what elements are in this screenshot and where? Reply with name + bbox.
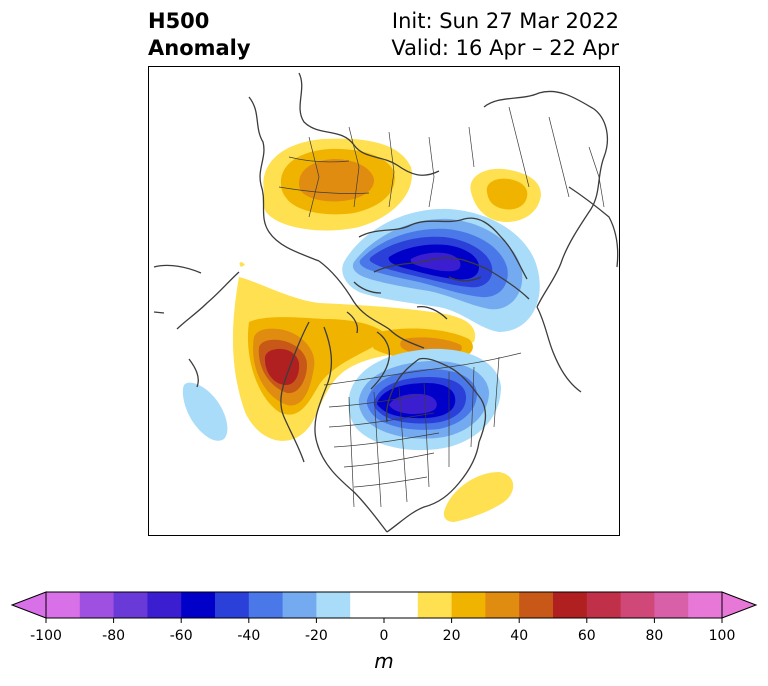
colorbar-svg: -100 -80 -60 -40 -20 0 20 40 60 80 100 m: [10, 591, 758, 673]
colorbar-band: [215, 592, 250, 618]
colorbar-band: [417, 592, 453, 618]
colorbar-band: [147, 592, 182, 618]
colorbar-band: [451, 592, 486, 618]
colorbar-tick-label: 0: [380, 628, 389, 644]
title-line-1: H500: [148, 9, 210, 33]
colorbar-band: [654, 592, 689, 618]
colorbar-ticks: -100 -80 -60 -40 -20 0 20 40 60 80 100: [30, 618, 735, 644]
colorbar-tick-label: 40: [510, 628, 528, 644]
coastlines: [153, 72, 619, 533]
colorbar-band: [46, 592, 81, 618]
colorbar-bands: [10, 591, 758, 619]
colorbar-band: [688, 592, 723, 618]
colorbar-band: [181, 592, 216, 618]
colorbar-tick-label: -60: [170, 628, 193, 644]
colorbar-under-arrow: [10, 591, 47, 619]
colorbar-band: [350, 592, 419, 618]
colorbar-tick-label: -40: [237, 628, 260, 644]
colorbar-band: [586, 592, 622, 618]
colorbar-tick-label: 100: [709, 628, 736, 644]
colorbar-band: [113, 592, 148, 618]
colorbar-band: [620, 592, 655, 618]
anomaly-fill: [182, 138, 541, 522]
political-borders: [278, 106, 605, 508]
siberia-ridge: [262, 138, 412, 231]
colorbar-band: [282, 592, 317, 618]
pacific-trough: [182, 382, 228, 441]
colorbar-unit: m: [374, 649, 393, 673]
map-title: H500 Anomaly: [148, 8, 251, 62]
init-date: Init: Sun 27 Mar 2022: [391, 9, 619, 33]
date-info: Init: Sun 27 Mar 2022 Valid: 16 Apr – 22…: [391, 8, 619, 62]
colorbar: -100 -80 -60 -40 -20 0 20 40 60 80 100 m: [0, 580, 768, 680]
colorbar-band: [553, 592, 588, 618]
colorbar-band: [316, 592, 351, 618]
colorbar-band: [79, 592, 115, 618]
colorbar-band: [248, 592, 284, 618]
colorbar-tick-label: 60: [578, 628, 596, 644]
canada-trough: [348, 348, 501, 451]
anomaly-map: [148, 66, 620, 536]
valid-range: Valid: 16 Apr – 22 Apr: [391, 36, 619, 60]
gulf-ridge: [443, 472, 514, 522]
colorbar-tick-label: -80: [102, 628, 125, 644]
colorbar-over-arrow: [721, 591, 758, 619]
colorbar-tick-label: 80: [645, 628, 663, 644]
colorbar-tick-label: -20: [305, 628, 328, 644]
title-line-2: Anomaly: [148, 36, 251, 60]
greenland-ridge: [470, 168, 541, 222]
colorbar-band: [485, 592, 520, 618]
colorbar-band: [519, 592, 554, 618]
colorbar-tick-label: 20: [443, 628, 461, 644]
colorbar-tick-label: -100: [30, 628, 62, 644]
map-canvas: [153, 72, 619, 533]
